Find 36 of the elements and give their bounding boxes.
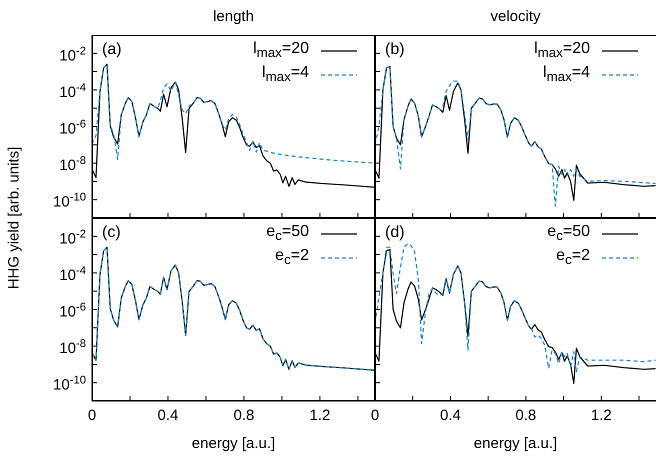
x-tick-label: 0.8 [514, 407, 538, 424]
x-tick-label: 0.4 [438, 407, 462, 424]
y-tick-label: 10$^{-6}$ [59, 118, 86, 138]
legend-label: l$_{max}$=4 [262, 63, 309, 86]
x-tick-label: 0.8 [232, 407, 256, 424]
annotation: (c) [102, 224, 121, 242]
x-axis-title: energy [a.u.] [190, 435, 276, 452]
y-tick-label: 10$^{-10}$ [53, 192, 86, 211]
legend-label: e$_{c}$=2 [275, 246, 309, 270]
legend-label: e$_{c}$=50 [547, 222, 590, 246]
chart-title: length [212, 8, 255, 25]
annotation: (d) [385, 224, 405, 242]
legend-label: l$_{max}$=20 [534, 39, 590, 62]
y-tick-label: 10$^{-2}$ [59, 45, 86, 64]
y-axis-title: HHG yield [arb. units] [6, 146, 22, 290]
x-tick-label: 0 [86, 407, 98, 424]
annotation: (b) [385, 41, 405, 59]
y-tick-label: 10$^{-8}$ [59, 155, 86, 174]
x-tick-label: 0 [370, 407, 380, 424]
y-tick-label: 10$^{-4}$ [59, 264, 86, 284]
legend-label: e$_{c}$=50 [266, 222, 309, 246]
legend-label: l$_{max}$=4 [543, 63, 590, 86]
y-tick-label: 10$^{-8}$ [59, 338, 86, 358]
y-tick-label: 10$^{-10}$ [53, 374, 86, 394]
y-tick-label: 10$^{-6}$ [59, 302, 86, 320]
chart-title: velocity [489, 8, 542, 25]
y-tick-label: 10$^{-2}$ [59, 228, 86, 248]
x-tick-label: 1.2 [308, 407, 332, 424]
x-tick-label: 1.2 [590, 407, 613, 424]
legend-label: l$_{max}$=20 [253, 39, 309, 62]
legend-label: e$_{c}$=2 [556, 246, 590, 270]
x-tick-label: 0.4 [156, 407, 180, 424]
y-tick-label: 10$^{-4}$ [59, 82, 86, 101]
annotation: (a) [102, 41, 122, 59]
line-series [92, 64, 375, 164]
x-axis-title: energy [a.u.] [472, 435, 558, 452]
